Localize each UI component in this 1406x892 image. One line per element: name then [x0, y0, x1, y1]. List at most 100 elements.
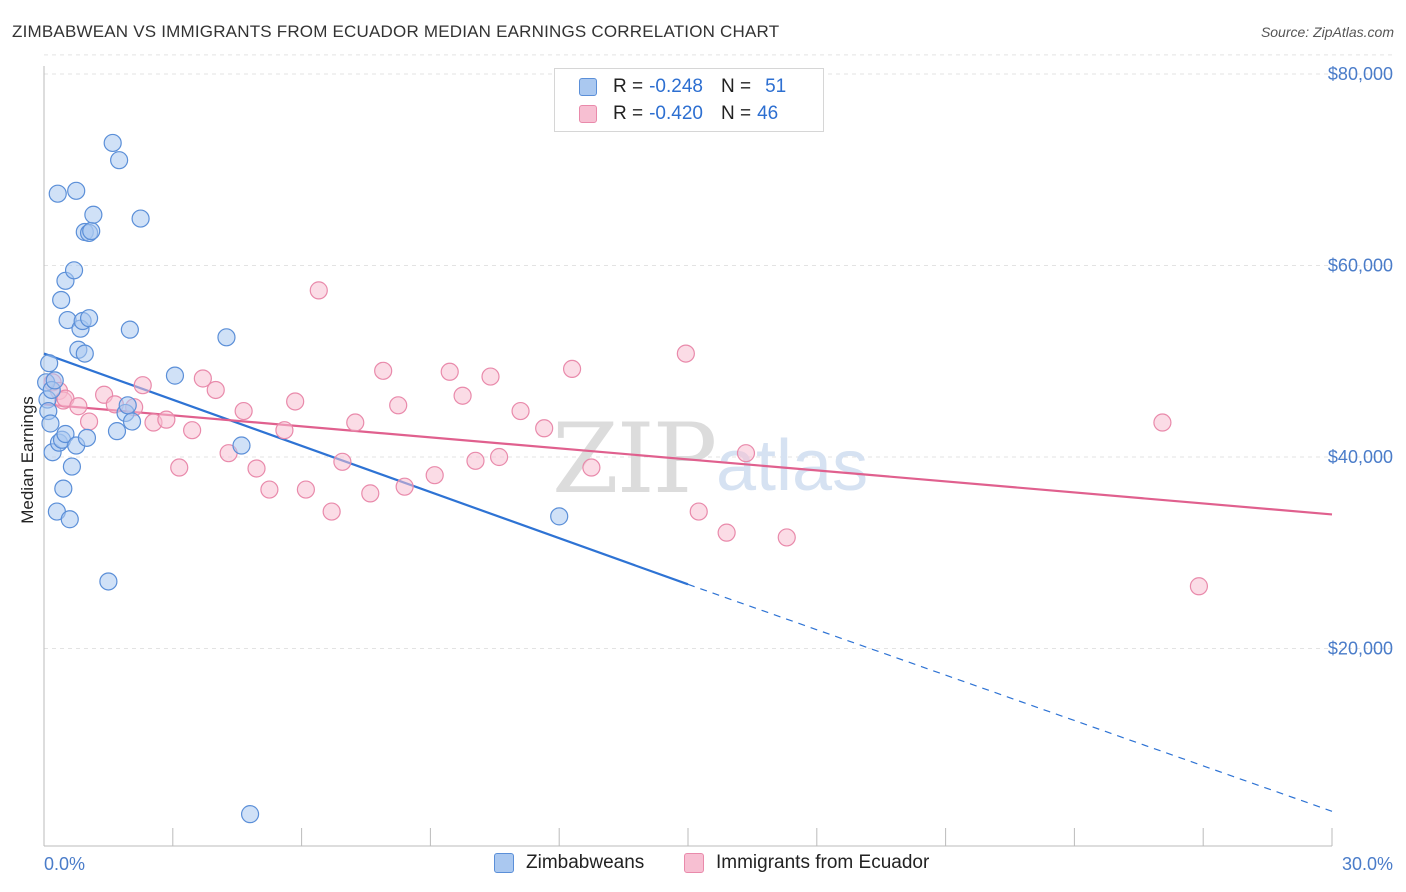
data-point-ecuador — [1189, 577, 1209, 596]
source-label: Source: ZipAtlas.com — [1260, 24, 1394, 40]
axes — [43, 66, 1333, 847]
grid-lines — [44, 54, 1394, 649]
data-point-zimbabweans — [240, 805, 260, 824]
x-tick-label: 0.0% — [44, 854, 85, 874]
data-point-ecuador — [562, 359, 582, 379]
data-point-ecuador — [717, 523, 736, 542]
data-point-zimbabweans — [120, 320, 139, 339]
data-point-zimbabweans — [64, 261, 84, 280]
data-point-ecuador — [333, 452, 352, 471]
data-point-ecuador — [1153, 413, 1172, 432]
data-point-zimbabweans — [60, 510, 79, 529]
data-point-zimbabweans — [56, 424, 75, 444]
data-point-zimbabweans — [82, 221, 101, 241]
legend-r-label: R = — [613, 76, 644, 97]
chart-title: ZIMBABWEAN VS IMMIGRANTS FROM ECUADOR ME… — [12, 22, 780, 41]
data-point-ecuador — [157, 410, 176, 429]
data-point-ecuador — [260, 480, 279, 499]
legend-label-zimbabweans: Zimbabweans — [526, 852, 645, 873]
trend-line-zimbabweans — [43, 352, 689, 586]
data-point-zimbabweans — [165, 366, 185, 385]
data-point-ecuador — [234, 401, 253, 421]
y-tick-label: $60,000 — [1328, 256, 1393, 276]
data-point-ecuador — [389, 396, 408, 415]
data-point-ecuador — [183, 421, 202, 440]
legend-row-ecuador: R = -0.420 N = 46 — [579, 102, 778, 126]
watermark-atlas: atlas — [716, 426, 868, 506]
data-point-zimbabweans — [77, 428, 97, 447]
data-point-ecuador — [676, 344, 695, 363]
trend-lines — [43, 352, 1333, 812]
data-point-ecuador — [69, 397, 88, 416]
data-point-zimbabweans — [40, 354, 59, 373]
legend-n-label: N = — [720, 76, 752, 97]
legend-r-value: -0.248 — [649, 76, 703, 97]
data-point-zimbabweans — [122, 412, 142, 431]
data-points — [37, 133, 1209, 824]
data-point-zimbabweans — [75, 344, 94, 363]
data-point-ecuador — [481, 367, 500, 386]
data-point-ecuador — [689, 502, 708, 521]
data-point-ecuador — [466, 451, 485, 470]
tick-labels: $20,000 $40,000 $60,000 $80,000 0.0% 30.0% — [44, 64, 1393, 874]
data-point-ecuador — [374, 361, 393, 380]
data-point-ecuador — [206, 380, 225, 400]
data-point-ecuador — [736, 444, 756, 463]
correlation-legend: R = -0.248 N = 51 R = -0.420 N = 46 — [554, 68, 824, 132]
legend-n-label: N = — [720, 103, 752, 124]
data-point-ecuador — [582, 458, 601, 477]
data-point-ecuador — [440, 362, 459, 381]
legend-label-ecuador: Immigrants from Ecuador — [716, 852, 930, 873]
y-tick-label: $20,000 — [1328, 639, 1393, 659]
data-point-zimbabweans — [118, 396, 137, 415]
data-point-ecuador — [346, 413, 365, 432]
data-point-ecuador — [425, 466, 444, 485]
legend-row-zimbabweans: R = -0.248 N = 51 — [579, 75, 786, 99]
trend-line-zimbabweans-extrapolated — [687, 583, 1333, 812]
data-point-ecuador — [361, 484, 380, 503]
legend-n-value: 51 — [765, 76, 787, 97]
data-point-zimbabweans — [550, 507, 569, 526]
data-point-ecuador — [453, 386, 472, 405]
data-point-zimbabweans — [217, 328, 236, 347]
data-point-zimbabweans — [52, 290, 71, 310]
data-point-ecuador — [511, 401, 530, 421]
data-point-zimbabweans — [107, 422, 127, 441]
data-point-zimbabweans — [41, 414, 60, 433]
data-point-zimbabweans — [67, 181, 86, 200]
y-axis-label: Median Earnings — [18, 396, 37, 524]
data-point-zimbabweans — [48, 184, 67, 203]
y-tick-label: $40,000 — [1328, 447, 1393, 467]
data-point-ecuador — [133, 376, 152, 395]
data-point-zimbabweans — [103, 133, 122, 153]
legend-item-zimbabweans: Zimbabweans — [494, 852, 644, 874]
series-legend: Zimbabweans Immigrants from Ecuador — [0, 852, 1406, 878]
legend-item-ecuador: Immigrants from Ecuador — [684, 852, 929, 874]
data-point-ecuador — [275, 421, 294, 440]
data-point-zimbabweans — [131, 209, 150, 228]
data-point-ecuador — [296, 480, 315, 499]
data-point-ecuador — [322, 502, 341, 521]
data-point-ecuador — [309, 281, 328, 300]
data-point-ecuador — [395, 477, 414, 496]
data-point-ecuador — [489, 447, 509, 467]
data-point-ecuador — [777, 528, 796, 547]
data-point-zimbabweans — [84, 205, 103, 224]
data-point-zimbabweans — [79, 309, 99, 328]
legend-r-value: -0.420 — [649, 103, 703, 124]
data-point-ecuador — [247, 459, 266, 478]
data-point-ecuador — [170, 458, 189, 477]
data-point-zimbabweans — [54, 479, 73, 498]
legend-r-label: R = — [613, 103, 644, 124]
y-tick-label: $80,000 — [1328, 64, 1393, 84]
trend-line-ecuador — [43, 403, 1333, 516]
data-point-ecuador — [79, 412, 99, 431]
data-point-zimbabweans — [232, 436, 251, 455]
data-point-zimbabweans — [62, 457, 82, 476]
legend-n-value: 46 — [757, 103, 779, 124]
legend-swatch-pink — [684, 853, 704, 873]
x-tick-label: 30.0% — [1342, 854, 1393, 874]
data-point-ecuador — [286, 392, 305, 411]
legend-swatch-blue — [494, 853, 514, 873]
data-point-zimbabweans — [45, 371, 64, 390]
